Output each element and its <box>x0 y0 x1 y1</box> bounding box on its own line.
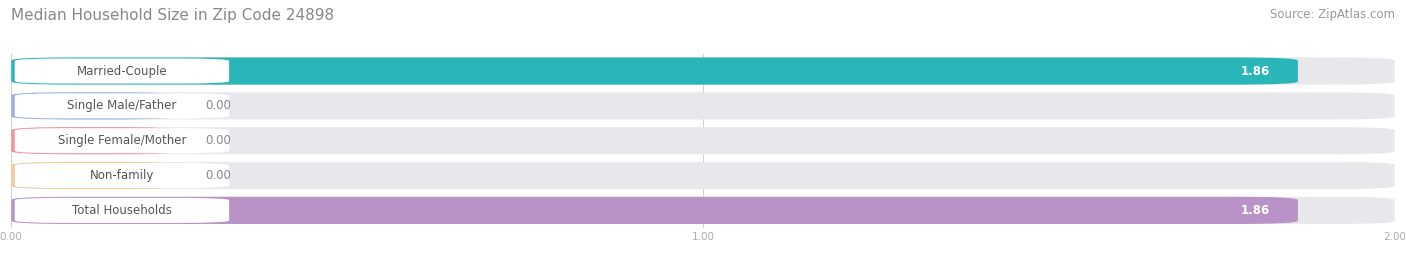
Text: Married-Couple: Married-Couple <box>76 65 167 77</box>
FancyBboxPatch shape <box>11 57 1395 85</box>
Text: 0.00: 0.00 <box>205 169 231 182</box>
FancyBboxPatch shape <box>14 58 229 84</box>
Text: Median Household Size in Zip Code 24898: Median Household Size in Zip Code 24898 <box>11 8 335 23</box>
FancyBboxPatch shape <box>11 57 1298 85</box>
FancyBboxPatch shape <box>11 127 1395 154</box>
FancyBboxPatch shape <box>14 93 229 118</box>
FancyBboxPatch shape <box>11 197 1395 224</box>
Text: Total Households: Total Households <box>72 204 172 217</box>
Text: Non-family: Non-family <box>90 169 155 182</box>
FancyBboxPatch shape <box>11 162 177 189</box>
FancyBboxPatch shape <box>14 128 229 153</box>
Text: 1.86: 1.86 <box>1241 65 1270 77</box>
FancyBboxPatch shape <box>11 127 177 154</box>
Text: Single Female/Mother: Single Female/Mother <box>58 134 186 147</box>
Text: Source: ZipAtlas.com: Source: ZipAtlas.com <box>1270 8 1395 21</box>
FancyBboxPatch shape <box>11 162 1395 189</box>
FancyBboxPatch shape <box>11 197 1298 224</box>
Text: Single Male/Father: Single Male/Father <box>67 99 177 112</box>
FancyBboxPatch shape <box>11 92 1395 120</box>
Text: 0.00: 0.00 <box>205 134 231 147</box>
Text: 0.00: 0.00 <box>205 99 231 112</box>
FancyBboxPatch shape <box>14 163 229 188</box>
FancyBboxPatch shape <box>11 92 177 120</box>
FancyBboxPatch shape <box>14 198 229 223</box>
Text: 1.86: 1.86 <box>1241 204 1270 217</box>
